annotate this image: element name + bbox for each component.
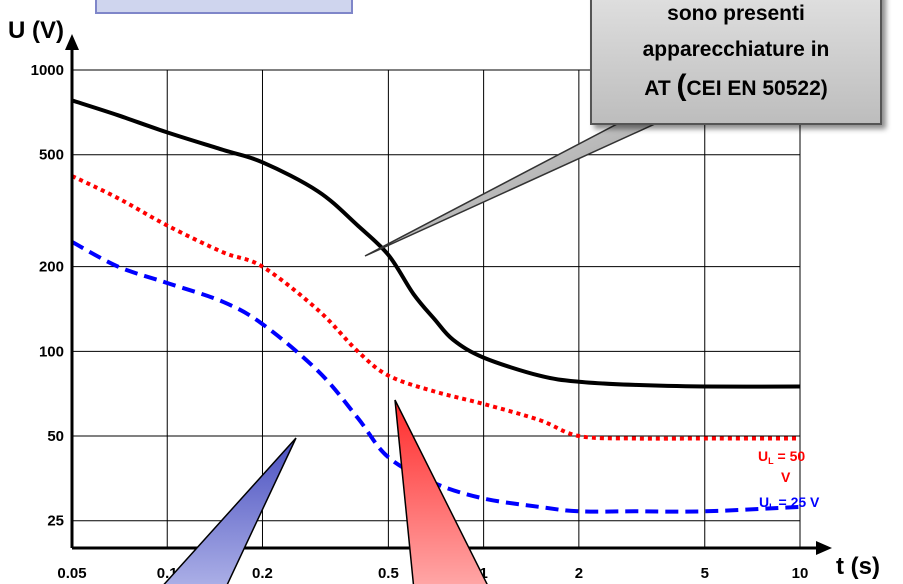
blue-label-u: U [759, 494, 770, 510]
blue-label-sub: L [769, 502, 775, 512]
y-tick-label: 50 [47, 428, 64, 445]
red-label-value: = 50 [773, 448, 806, 464]
callout-norm: CEI EN 50522) [686, 77, 828, 100]
x-tick-label: 5 [701, 565, 709, 582]
y-tick-label: 100 [39, 343, 64, 360]
grid [71, 69, 801, 548]
red-label-u: U [758, 448, 769, 464]
callout-line-2: apparecchiature in [642, 38, 830, 61]
callout-paren: ( [676, 69, 687, 102]
blue-label-value: = 25 V [774, 494, 820, 510]
blue-pointer [163, 437, 297, 584]
x-tick-label: 0.05 [57, 565, 86, 582]
y-tick-label: 500 [39, 147, 64, 164]
header-box [95, 0, 353, 14]
x-tick-label: 0.5 [378, 565, 399, 582]
x-tick-label: 1 [479, 565, 487, 582]
series-line-blue [71, 240, 801, 514]
x-tick-label: 2 [575, 565, 583, 582]
series-group [71, 98, 801, 514]
callout-line-3: AT (CEI EN 50522) [592, 68, 880, 107]
y-axis-label: U (V) [8, 17, 64, 44]
series-label-blue: UL = 25 V [759, 494, 819, 512]
red-pointer [394, 399, 488, 584]
callout-at: AT [644, 77, 671, 100]
red-label-sub: L [768, 456, 774, 466]
callout-box: sono presenti apparecchiature in AT (CEI… [590, 0, 882, 125]
y-tick-label: 1000 [31, 62, 64, 79]
callout-line-1: sono presenti [667, 2, 805, 25]
x-axis-label: t (s) [836, 553, 880, 580]
x-axis-arrow [816, 541, 832, 555]
x-tick-label: 0.2 [252, 565, 273, 582]
y-tick-label: 200 [39, 259, 64, 276]
series-line-red [71, 174, 800, 441]
series-label-red: UL = 50 [758, 448, 805, 466]
series-label-red-unit: V [781, 469, 791, 485]
x-tick-label: 10 [792, 565, 809, 582]
y-axis-arrow [65, 34, 79, 50]
gray-pointer [364, 111, 671, 257]
series-line-black [71, 98, 801, 389]
y-tick-label: 25 [47, 513, 64, 530]
